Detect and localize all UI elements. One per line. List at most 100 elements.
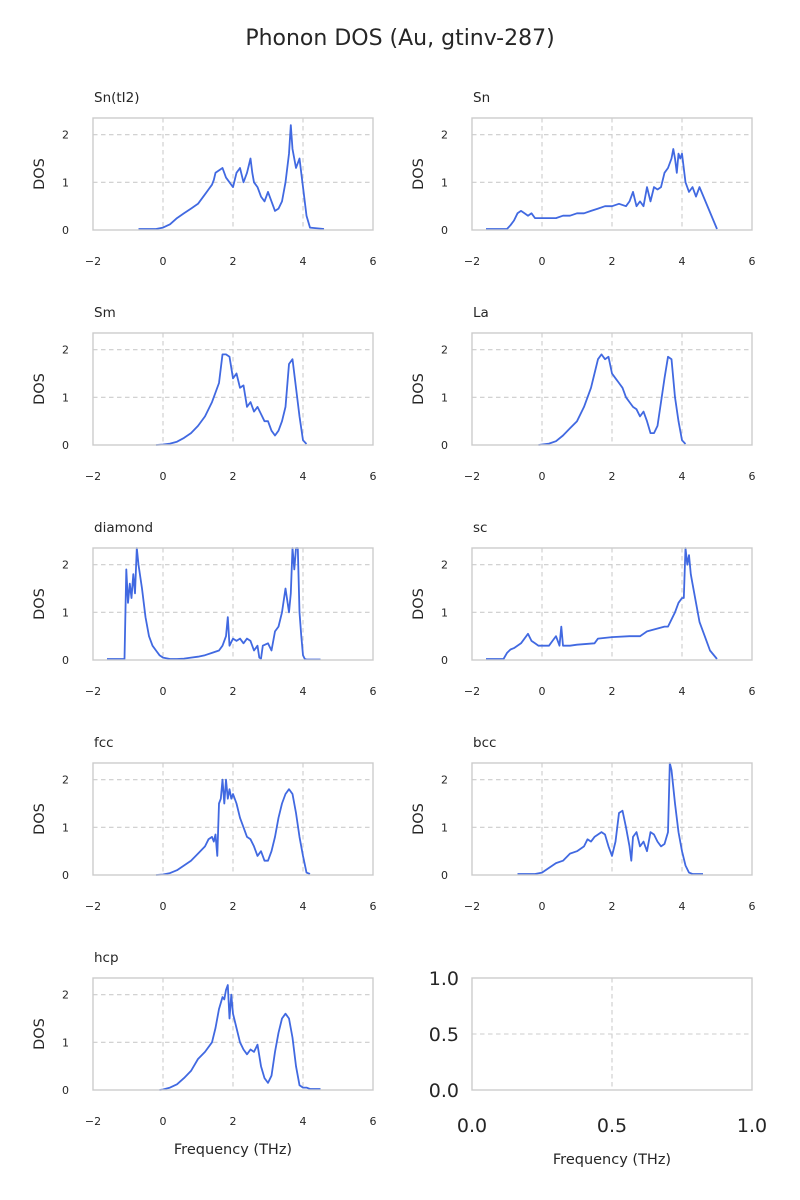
panel-title: hcp <box>94 950 119 966</box>
axes-frame <box>471 977 753 1091</box>
x-tick-label: 6 <box>749 470 756 483</box>
x-axis-label: Frequency (THz) <box>174 1142 292 1158</box>
y-tick-label: 1 <box>441 821 448 834</box>
panel-10: 0.0 0.5 1.0 0.0 0.5 1.0 Frequency (THz) <box>429 968 767 1168</box>
y-tick-label: 1 <box>441 606 448 619</box>
panel-title: Sm <box>94 305 116 321</box>
x-tick-label: 1.0 <box>737 1115 767 1137</box>
x-tick-label: 2 <box>230 1115 237 1128</box>
x-tick-label: 2 <box>609 685 616 698</box>
x-tick-label: 4 <box>679 900 686 913</box>
dos-line <box>486 547 718 660</box>
x-tick-label: −2 <box>464 685 480 698</box>
y-tick-label: 2 <box>441 559 448 572</box>
x-tick-label: 2 <box>230 470 237 483</box>
y-tick-label: 0.5 <box>429 1024 459 1046</box>
y-tick-label: 1 <box>62 176 69 189</box>
y-tick-label: 0 <box>441 654 448 667</box>
panel-3: −2 0 2 4 6 0 1 2 Sm DOS <box>32 305 377 483</box>
y-tick-label: 0 <box>62 439 69 452</box>
axes-frame <box>471 332 753 446</box>
x-tick-label: −2 <box>85 685 101 698</box>
x-tick-label: −2 <box>85 470 101 483</box>
y-tick-label: 0 <box>62 1084 69 1097</box>
y-tick-label: 1 <box>62 606 69 619</box>
axes-frame <box>92 117 374 231</box>
panel-7: −2 0 2 4 6 0 1 2 fcc DOS <box>32 735 377 913</box>
y-axis-label: DOS <box>411 588 427 620</box>
axes-frame <box>92 762 374 876</box>
x-tick-label: 4 <box>300 470 307 483</box>
panel-2: −2 0 2 4 6 0 1 2 Sn DOS <box>411 90 756 268</box>
x-tick-label: 0 <box>160 685 167 698</box>
x-tick-label: 0.0 <box>457 1115 487 1137</box>
x-tick-label: 4 <box>300 1115 307 1128</box>
y-tick-label: 2 <box>441 774 448 787</box>
y-tick-label: 1 <box>441 391 448 404</box>
axes-frame <box>471 547 753 661</box>
x-tick-label: 4 <box>300 900 307 913</box>
y-tick-label: 1 <box>62 1036 69 1049</box>
y-tick-label: 2 <box>62 129 69 142</box>
panel-title: Sn(tI2) <box>94 90 140 106</box>
y-axis-label: DOS <box>32 158 48 190</box>
y-axis-label: DOS <box>32 373 48 405</box>
x-tick-label: 4 <box>679 685 686 698</box>
panels: −2 0 2 4 6 0 1 2 Sn(tI2) DOS −2 0 2 4 6 0 1 2 Sn DOS −2 0 2 4 6 0… <box>32 90 767 1168</box>
y-tick-label: 2 <box>62 774 69 787</box>
x-tick-label: 0 <box>539 685 546 698</box>
panel-title: fcc <box>94 735 114 751</box>
y-tick-label: 0 <box>441 224 448 237</box>
y-tick-label: 2 <box>62 989 69 1002</box>
dos-line <box>155 778 311 876</box>
panel-6: −2 0 2 4 6 0 1 2 sc DOS <box>411 520 756 698</box>
y-tick-label: 1 <box>62 391 69 404</box>
dos-line <box>138 124 325 230</box>
x-tick-label: 0 <box>160 470 167 483</box>
x-tick-label: 2 <box>230 900 237 913</box>
y-tick-label: 2 <box>441 129 448 142</box>
y-axis-label: DOS <box>411 158 427 190</box>
y-tick-label: 0 <box>62 224 69 237</box>
x-tick-label: 4 <box>300 685 307 698</box>
x-tick-label: 4 <box>679 255 686 268</box>
x-tick-label: 0 <box>160 255 167 268</box>
dos-line <box>155 353 308 446</box>
x-tick-label: −2 <box>464 470 480 483</box>
axes-frame <box>471 117 753 231</box>
x-tick-label: 0 <box>160 1115 167 1128</box>
figure-title: Phonon DOS (Au, gtinv-287) <box>245 26 554 51</box>
y-tick-label: 0 <box>441 439 448 452</box>
y-axis-label: DOS <box>411 373 427 405</box>
x-tick-label: 6 <box>370 255 377 268</box>
x-tick-label: −2 <box>85 255 101 268</box>
panel-1: −2 0 2 4 6 0 1 2 Sn(tI2) DOS <box>32 90 377 268</box>
y-axis-label: DOS <box>32 588 48 620</box>
panel-5: −2 0 2 4 6 0 1 2 diamond DOS <box>32 520 377 698</box>
axes-frame <box>471 762 753 876</box>
panel-title: sc <box>473 520 487 536</box>
dos-line <box>517 762 703 875</box>
y-tick-label: 1 <box>62 821 69 834</box>
y-tick-label: 0.0 <box>429 1080 459 1102</box>
x-tick-label: −2 <box>464 900 480 913</box>
y-tick-label: 1.0 <box>429 968 459 990</box>
dos-line <box>159 984 321 1091</box>
x-tick-label: −2 <box>85 1115 101 1128</box>
dos-line <box>538 353 687 446</box>
x-tick-label: 2 <box>609 900 616 913</box>
x-tick-label: 6 <box>370 900 377 913</box>
x-tick-label: 2 <box>609 255 616 268</box>
x-tick-label: 0 <box>160 900 167 913</box>
x-tick-label: 0 <box>539 470 546 483</box>
x-tick-label: 2 <box>230 255 237 268</box>
y-axis-label: DOS <box>32 803 48 835</box>
x-tick-label: 2 <box>230 685 237 698</box>
y-axis-label: DOS <box>411 803 427 835</box>
x-axis-label: Frequency (THz) <box>553 1152 671 1168</box>
panel-4: −2 0 2 4 6 0 1 2 La DOS <box>411 305 756 483</box>
x-tick-label: 6 <box>370 470 377 483</box>
panel-title: bcc <box>473 735 496 751</box>
x-tick-label: 0.5 <box>597 1115 627 1137</box>
